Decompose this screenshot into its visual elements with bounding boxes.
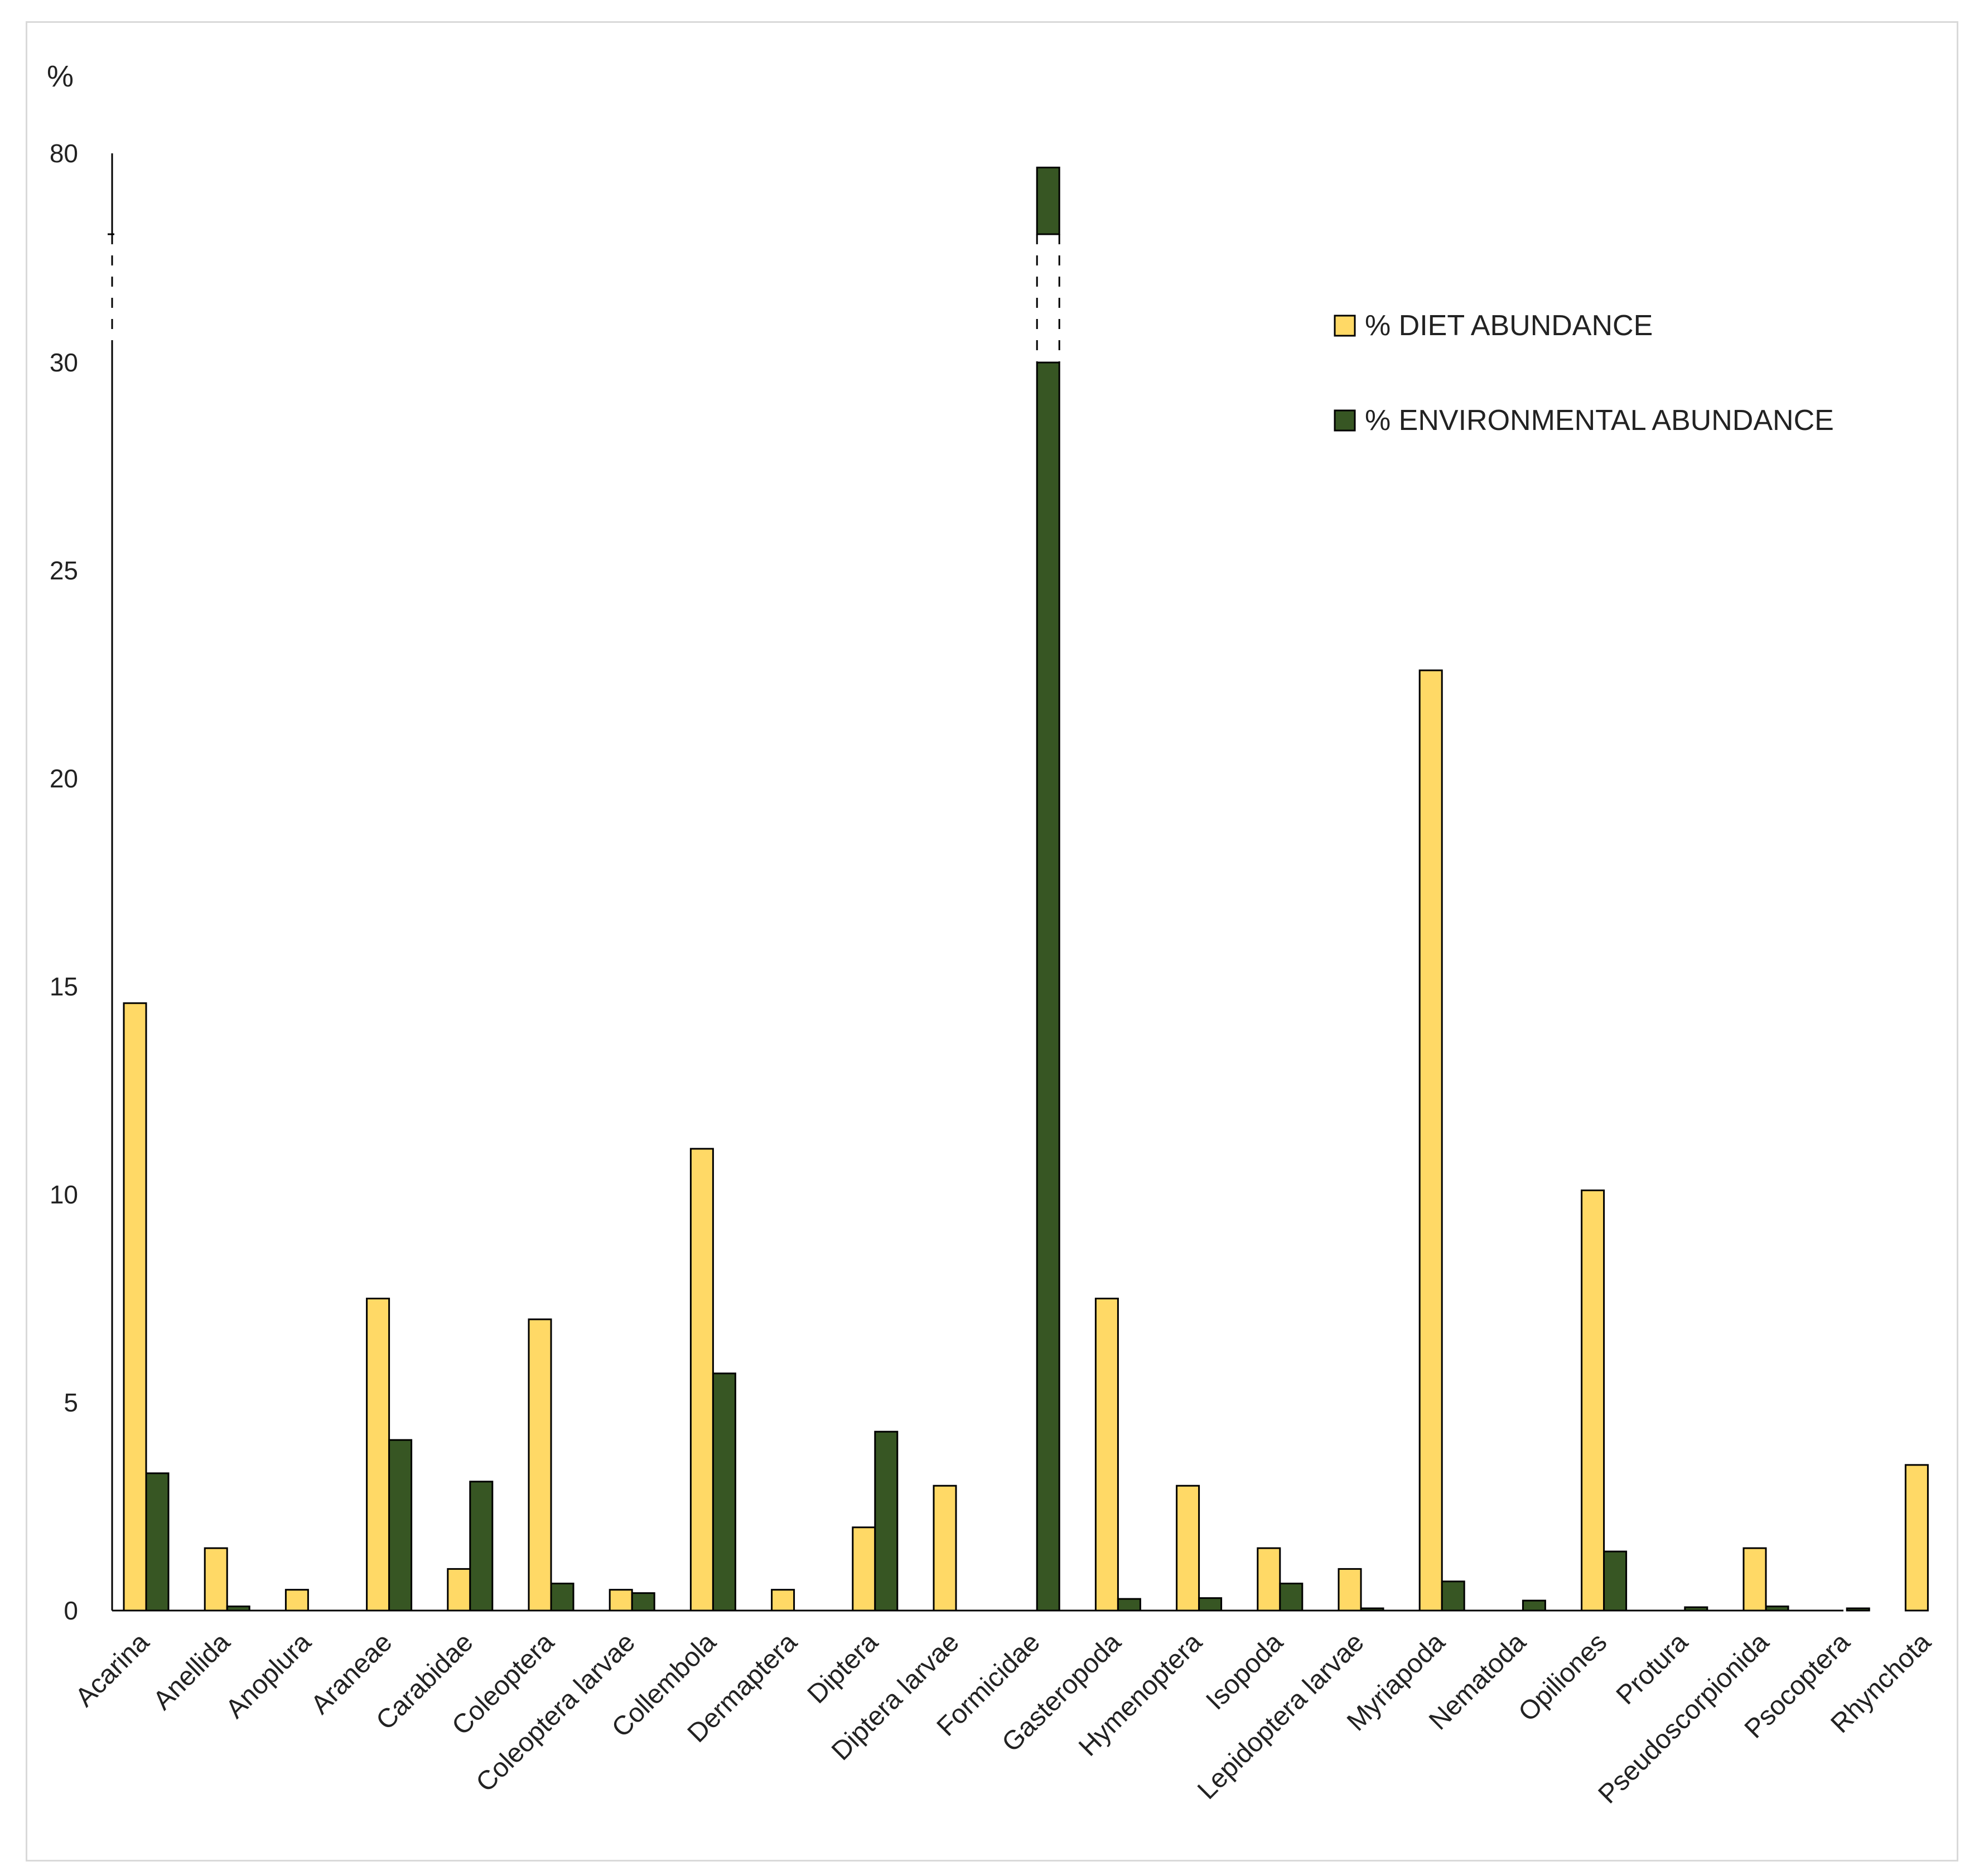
bar-environmental-acarina [145, 1472, 170, 1612]
bar-diet-coleoptera-larvae [609, 1589, 633, 1612]
bar-diet-anellida [204, 1547, 228, 1612]
bar-environmental-nematoda [1522, 1599, 1546, 1612]
chart-frame [26, 21, 1958, 1862]
bars [123, 166, 1929, 1612]
bar-environmental-myriapoda [1441, 1580, 1465, 1612]
bar-environmental-formicidae-upper [1036, 166, 1060, 235]
bar-environmental-psocoptera [1846, 1607, 1870, 1612]
bar-diet-collembola [689, 1148, 714, 1612]
y-axis-unit-label: % [47, 60, 74, 93]
category-label-acarina: Acarina [70, 1627, 155, 1713]
y-tick-label: 25 [50, 556, 78, 585]
bar-diet-araneae [366, 1298, 390, 1612]
bar-diet-gasteropoda [1094, 1298, 1119, 1612]
category-label-opiliones: Opiliones [1513, 1627, 1613, 1727]
bar-diet-anoplura [284, 1589, 309, 1612]
bar-environmental-isopoda [1279, 1583, 1304, 1612]
y-tick-label: 10 [50, 1180, 78, 1209]
bar-environmental-opiliones [1603, 1550, 1628, 1612]
bar-environmental-lepidoptera-larvae [1360, 1607, 1384, 1612]
bar-diet-opiliones [1581, 1190, 1605, 1612]
bar-diet-diptera [852, 1526, 876, 1612]
bar-diet-lepidoptera-larvae [1338, 1568, 1362, 1612]
y-tick-label: 30 [50, 348, 78, 377]
legend-label-diet: % DIET ABUNDANCE [1365, 310, 1653, 342]
y-tick-label: 0 [64, 1596, 78, 1625]
category-label-anoplura: Anoplura [220, 1627, 317, 1724]
bar-diet-isopoda [1257, 1547, 1281, 1612]
y-tick-label: 15 [50, 972, 78, 1001]
labels: 05101520253080AcarinaAnellidaAnopluraAra… [50, 139, 1937, 1809]
bar-diet-carabidae [447, 1568, 471, 1612]
bar-diet-coleoptera [528, 1318, 552, 1612]
bar-diet-hymenoptera [1176, 1485, 1200, 1612]
bar-diet-acarina [123, 1002, 147, 1612]
bar-environmental-formicidae [1036, 361, 1060, 1612]
category-label-diptera: Diptera [802, 1627, 884, 1709]
category-label-protura: Protura [1611, 1627, 1694, 1710]
legend: % DIET ABUNDANCE % ENVIRONMENTAL ABUNDAN… [1334, 310, 1834, 437]
bar-environmental-araneae [388, 1439, 413, 1612]
y-tick-label: 20 [50, 764, 78, 793]
legend-swatch-diet [1334, 315, 1356, 337]
bar-diet-pseudoscorpionida [1742, 1547, 1767, 1612]
bar-environmental-hymenoptera [1198, 1597, 1223, 1612]
bar-diet-rhynchota [1904, 1464, 1929, 1612]
bar-diet-myriapoda [1418, 669, 1443, 1612]
bar-environmental-protura [1684, 1606, 1708, 1612]
bar-environmental-coleoptera-larvae [631, 1592, 655, 1612]
legend-label-environmental: % ENVIRONMENTAL ABUNDANCE [1365, 404, 1834, 437]
bar-diet-diptera-larvae [933, 1485, 957, 1612]
y-tick-label: 80 [50, 139, 78, 168]
y-tick-label: 5 [64, 1388, 78, 1417]
bar-environmental-collembola [712, 1372, 736, 1612]
bar-environmental-diptera [874, 1430, 899, 1612]
bar-environmental-anellida [226, 1606, 250, 1612]
legend-swatch-environmental [1334, 409, 1356, 432]
bar-diet-dermaptera [771, 1589, 795, 1612]
bar-environmental-carabidae [469, 1481, 494, 1612]
bar-environmental-pseudoscorpionida [1765, 1606, 1789, 1612]
bar-environmental-coleoptera [550, 1583, 575, 1612]
bar-environmental-gasteropoda [1117, 1598, 1141, 1612]
